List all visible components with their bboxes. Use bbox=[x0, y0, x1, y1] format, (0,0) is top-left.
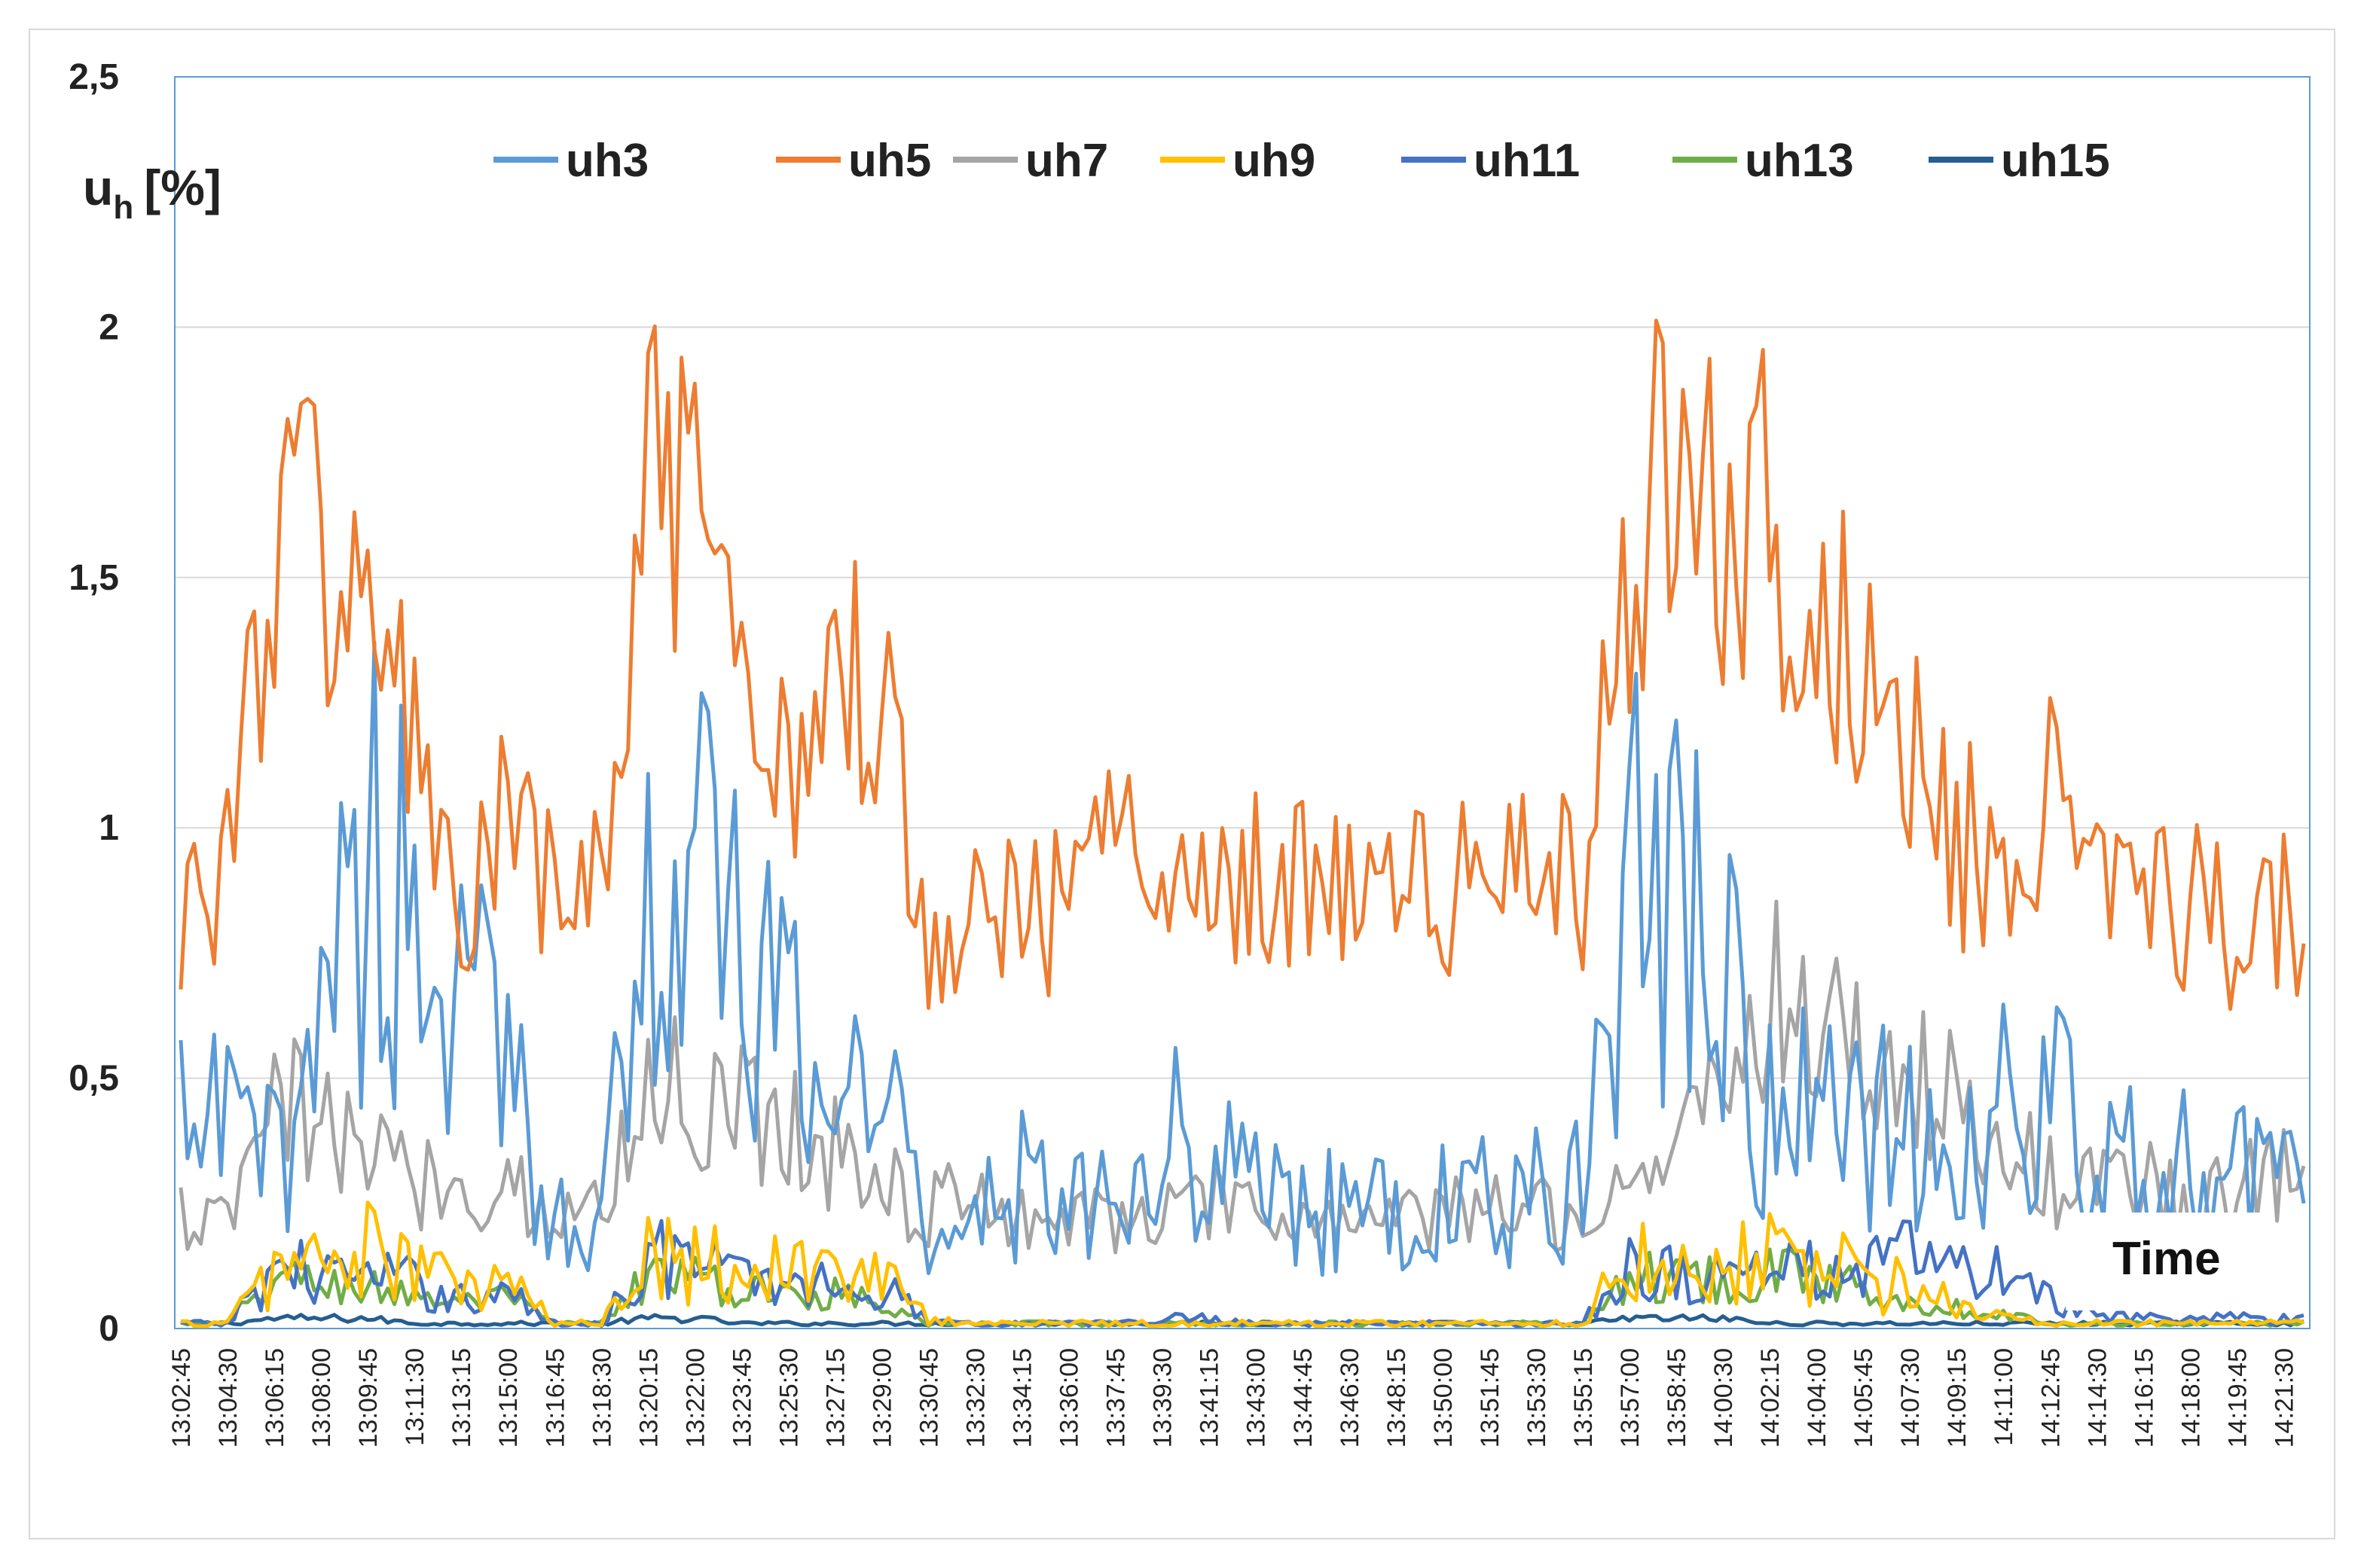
x-tick-label: 13:34:15 bbox=[1009, 1348, 1037, 1448]
x-tick-label: 13:57:00 bbox=[1616, 1348, 1645, 1448]
x-tick-label: 13:23:45 bbox=[728, 1348, 756, 1448]
x-tick-label: 13:58:45 bbox=[1663, 1348, 1691, 1448]
x-tick-label: 13:53:30 bbox=[1523, 1348, 1551, 1448]
x-tick-label: 13:27:15 bbox=[821, 1348, 850, 1448]
y-tick-label: 2,5 bbox=[69, 57, 119, 97]
x-axis-label-background bbox=[2066, 1213, 2269, 1310]
x-tick-label: 13:16:45 bbox=[541, 1348, 570, 1448]
x-tick-label: 13:15:00 bbox=[494, 1348, 523, 1448]
x-tick-label: 13:46:30 bbox=[1336, 1348, 1364, 1448]
y-tick-label: 1 bbox=[99, 808, 119, 848]
legend-label-uh5: uh5 bbox=[848, 135, 931, 187]
x-axis-ticks: 13:02:45 13:04:30 13:06:15 13:08:00 13:09:45… bbox=[167, 1348, 2298, 1448]
x-tick-label: 14:14:30 bbox=[2083, 1348, 2112, 1448]
legend-label-uh11: uh11 bbox=[1474, 135, 1580, 187]
x-tick-label: 14:00:30 bbox=[1709, 1348, 1738, 1448]
x-tick-label: 14:12:45 bbox=[2036, 1348, 2065, 1448]
x-tick-label: 14:11:00 bbox=[1990, 1348, 2018, 1446]
x-tick-label: 13:32:30 bbox=[962, 1348, 991, 1448]
x-axis-label: Time bbox=[2112, 1233, 2221, 1285]
y-tick-label: 0,5 bbox=[69, 1059, 119, 1099]
y-tick-label: 2 bbox=[99, 307, 119, 347]
x-tick-label: 13:51:45 bbox=[1476, 1348, 1504, 1448]
x-tick-label: 13:04:30 bbox=[214, 1348, 243, 1448]
legend-label-uh9: uh9 bbox=[1232, 135, 1315, 187]
x-tick-label: 13:11:30 bbox=[401, 1348, 429, 1446]
x-tick-label: 13:08:00 bbox=[307, 1348, 336, 1448]
x-tick-label: 14:16:15 bbox=[2130, 1348, 2158, 1448]
x-tick-label: 14:21:30 bbox=[2270, 1348, 2298, 1448]
x-tick-label: 13:02:45 bbox=[167, 1348, 196, 1448]
series-line-uh3 bbox=[179, 640, 2306, 1277]
legend-label-uh15: uh15 bbox=[2001, 135, 2110, 187]
x-tick-label: 13:48:15 bbox=[1382, 1348, 1411, 1448]
legend-label-uh7: uh7 bbox=[1025, 135, 1108, 187]
x-tick-label: 13:25:30 bbox=[774, 1348, 803, 1448]
x-tick-label: 14:02:15 bbox=[1756, 1348, 1785, 1448]
x-tick-label: 14:05:45 bbox=[1849, 1348, 1878, 1448]
y-axis-ticks: 0 0,5 1 1,5 2 2,5 bbox=[69, 57, 119, 1349]
x-tick-label: 13:13:15 bbox=[447, 1348, 476, 1448]
x-tick-label: 13:09:45 bbox=[354, 1348, 383, 1448]
x-tick-label: 13:30:45 bbox=[915, 1348, 944, 1448]
plot-area-border bbox=[174, 76, 2311, 1329]
x-tick-label: 13:55:15 bbox=[1569, 1348, 1598, 1448]
x-tick-label: 13:06:15 bbox=[261, 1348, 289, 1448]
series-lines bbox=[179, 319, 2306, 1329]
x-tick-label: 13:41:15 bbox=[1196, 1348, 1224, 1448]
legend-label-uh3: uh3 bbox=[566, 135, 649, 187]
series-line-uh5 bbox=[179, 319, 2306, 1011]
x-tick-label: 14:07:30 bbox=[1896, 1348, 1925, 1448]
x-tick-label: 14:04:00 bbox=[1803, 1348, 1831, 1448]
x-tick-label: 13:22:00 bbox=[681, 1348, 710, 1448]
legend: uh3 uh5 uh7 uh9 uh11 uh13 uh15 bbox=[493, 135, 2110, 187]
x-tick-label: 13:50:00 bbox=[1429, 1348, 1458, 1448]
legend-label-uh13: uh13 bbox=[1745, 135, 1854, 187]
x-tick-label: 13:44:45 bbox=[1289, 1348, 1318, 1448]
x-tick-label: 13:39:30 bbox=[1149, 1348, 1177, 1448]
y-axis-label: uh [%] bbox=[83, 160, 221, 226]
y-tick-label: 1,5 bbox=[69, 558, 119, 598]
y-tick-label: 0 bbox=[99, 1309, 119, 1349]
x-tick-label: 13:43:00 bbox=[1242, 1348, 1271, 1448]
x-tick-label: 14:09:15 bbox=[1943, 1348, 1972, 1448]
x-tick-label: 13:37:45 bbox=[1102, 1348, 1131, 1448]
x-tick-label: 14:19:45 bbox=[2223, 1348, 2252, 1448]
x-tick-label: 13:29:00 bbox=[868, 1348, 896, 1448]
x-tick-label: 13:20:15 bbox=[634, 1348, 663, 1448]
series-line-uh9 bbox=[181, 1200, 2304, 1329]
x-tick-label: 13:18:30 bbox=[588, 1348, 616, 1448]
x-tick-label: 13:36:00 bbox=[1055, 1348, 1084, 1448]
x-tick-label: 14:18:00 bbox=[2176, 1348, 2205, 1448]
